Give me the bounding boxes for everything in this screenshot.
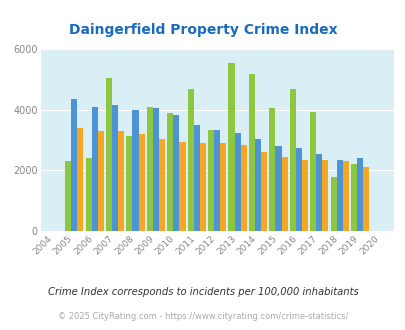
- Bar: [71, 99, 77, 231]
- Bar: [85, 158, 92, 231]
- Bar: [336, 160, 342, 231]
- Text: Crime Index corresponds to incidents per 100,000 inhabitants: Crime Index corresponds to incidents per…: [47, 287, 358, 297]
- Bar: [112, 106, 118, 231]
- Bar: [362, 167, 369, 231]
- Bar: [138, 134, 144, 231]
- Bar: [269, 109, 275, 231]
- Bar: [213, 130, 220, 231]
- Bar: [207, 130, 213, 231]
- Bar: [289, 89, 295, 231]
- Bar: [77, 128, 83, 231]
- Bar: [173, 115, 179, 231]
- Bar: [220, 143, 226, 231]
- Bar: [179, 142, 185, 231]
- Text: © 2025 CityRating.com - https://www.cityrating.com/crime-statistics/: © 2025 CityRating.com - https://www.city…: [58, 312, 347, 321]
- Bar: [322, 160, 328, 231]
- Bar: [356, 158, 362, 231]
- Bar: [98, 131, 104, 231]
- Bar: [260, 152, 266, 231]
- Bar: [159, 139, 165, 231]
- Bar: [350, 164, 356, 231]
- Text: Daingerfield Property Crime Index: Daingerfield Property Crime Index: [68, 23, 337, 37]
- Bar: [248, 74, 254, 231]
- Bar: [228, 63, 234, 231]
- Bar: [132, 110, 138, 231]
- Bar: [153, 109, 159, 231]
- Bar: [281, 157, 287, 231]
- Bar: [234, 133, 240, 231]
- Bar: [126, 136, 132, 231]
- Bar: [167, 113, 173, 231]
- Bar: [193, 125, 199, 231]
- Bar: [330, 177, 336, 231]
- Bar: [275, 146, 281, 231]
- Bar: [199, 143, 205, 231]
- Bar: [295, 148, 301, 231]
- Bar: [342, 161, 348, 231]
- Bar: [65, 161, 71, 231]
- Bar: [301, 160, 307, 231]
- Bar: [254, 139, 260, 231]
- Bar: [92, 107, 98, 231]
- Bar: [147, 107, 153, 231]
- Bar: [187, 89, 193, 231]
- Bar: [240, 145, 246, 231]
- Bar: [309, 112, 315, 231]
- Bar: [106, 78, 112, 231]
- Bar: [118, 131, 124, 231]
- Bar: [315, 154, 322, 231]
